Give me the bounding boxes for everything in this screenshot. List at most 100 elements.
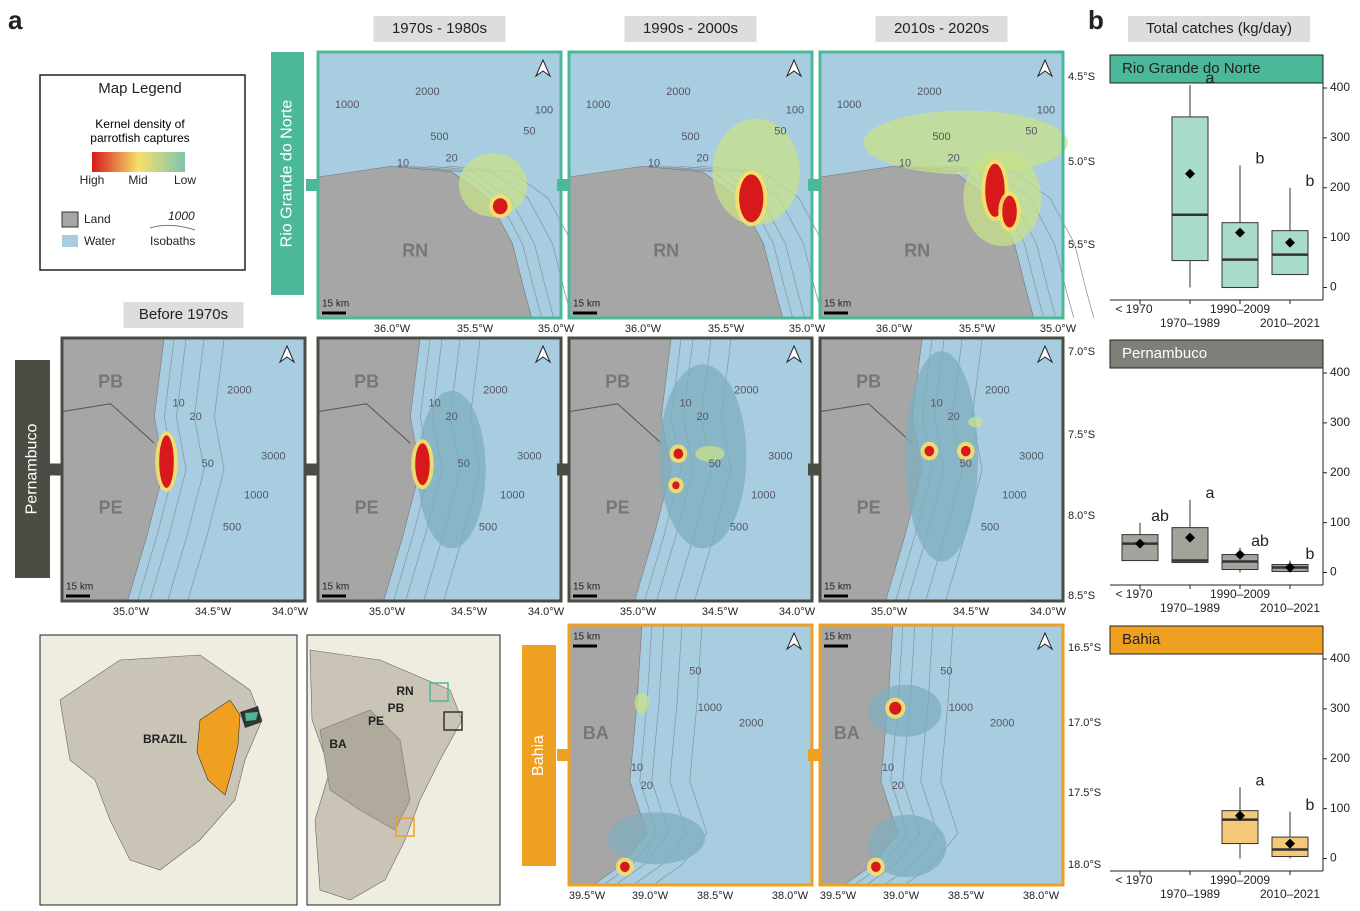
density: [493, 198, 508, 214]
state-label: PB: [354, 371, 379, 391]
lon-label: 38.0°W: [1023, 890, 1060, 902]
contour-label: 10: [429, 398, 441, 410]
contour-label: 1000: [500, 490, 524, 502]
x-tick-label: 1970–1989: [1160, 316, 1220, 330]
density: [864, 111, 1068, 175]
contour-label: 1000: [837, 99, 861, 111]
lat-label: 4.5°S: [1068, 71, 1095, 83]
y-tick-label: 100: [1330, 515, 1350, 529]
density: [159, 435, 174, 488]
scale-label: 15 km: [824, 632, 851, 643]
state-label: PB: [98, 371, 123, 391]
contour-label: 2000: [227, 385, 251, 397]
lon-label: 39.0°W: [883, 890, 920, 902]
region-label: Rio Grande do Norte: [279, 100, 296, 248]
lon-label: 35.0°W: [620, 606, 657, 618]
contour-label: 500: [730, 521, 748, 533]
contour-label: 10: [648, 158, 660, 170]
x-tick-label: 2010–2021: [1260, 887, 1320, 901]
sig-letter: b: [1306, 173, 1315, 190]
connector: [808, 179, 820, 191]
legend-low: Low: [174, 173, 196, 187]
contour-label: 2000: [990, 718, 1014, 730]
contour-label: 500: [681, 131, 699, 143]
connector: [808, 749, 820, 761]
x-tick-label: 1970–1989: [1160, 601, 1220, 615]
contour-label: 20: [697, 152, 709, 164]
y-tick-label: 200: [1330, 465, 1350, 479]
sig-letter: b: [1306, 797, 1315, 814]
connector: [50, 464, 62, 476]
state-label: PE: [99, 498, 123, 518]
x-tick-label: < 1970: [1115, 302, 1152, 316]
legend-isobath-value: 1000: [168, 209, 195, 223]
state-label: PE: [857, 498, 881, 518]
y-tick-label: 100: [1330, 801, 1350, 815]
legend-subtitle: Kernel density of parrotfish captures: [70, 117, 210, 145]
density: [871, 862, 881, 872]
contour-label: 500: [479, 521, 497, 533]
period-header: 1990s - 2000s: [643, 20, 738, 37]
box: [1172, 117, 1208, 261]
contour-label: 50: [1025, 126, 1037, 138]
scale-label: 15 km: [573, 299, 600, 310]
state-label: RN: [402, 240, 428, 260]
lon-label: 35.0°W: [1040, 323, 1077, 335]
contour-label: 1000: [1002, 490, 1026, 502]
contour-label: 10: [680, 398, 692, 410]
density: [968, 417, 983, 428]
lat-label: 5.5°S: [1068, 239, 1095, 251]
lon-label: 36.0°W: [374, 323, 411, 335]
lon-label: 35.0°W: [789, 323, 826, 335]
contour-label: 50: [774, 126, 786, 138]
contour-label: 100: [786, 104, 804, 116]
sig-letter: a: [1256, 772, 1265, 789]
scale-label: 15 km: [824, 299, 851, 310]
y-tick-label: 100: [1330, 230, 1350, 244]
lat-label: 16.5°S: [1068, 642, 1101, 654]
scale-label: 15 km: [573, 632, 600, 643]
lon-label: 35.0°W: [113, 606, 150, 618]
x-tick-label: < 1970: [1115, 587, 1152, 601]
y-tick-label: 0: [1330, 565, 1337, 579]
x-tick-label: 1990–2009: [1210, 302, 1270, 316]
inset-state: BA: [329, 737, 347, 751]
lat-label: 17.5°S: [1068, 787, 1101, 799]
lat-label: 7.5°S: [1068, 429, 1095, 441]
sig-letter: b: [1306, 546, 1315, 563]
lon-label: 39.0°W: [632, 890, 669, 902]
period-header: Before 1970s: [139, 306, 228, 323]
density: [415, 443, 430, 485]
legend-mid: Mid: [128, 173, 147, 187]
y-tick-label: 0: [1330, 280, 1337, 294]
panel-label: b: [1088, 5, 1104, 35]
scale-label: 15 km: [322, 299, 349, 310]
contour-label: 500: [430, 131, 448, 143]
density: [620, 862, 630, 872]
lon-label: 35.5°W: [959, 323, 996, 335]
contour-label: 20: [697, 411, 709, 423]
state-label: PB: [856, 371, 881, 391]
contour-label: 2000: [917, 86, 941, 98]
contour-label: 50: [960, 458, 972, 470]
y-tick-label: 400: [1330, 80, 1350, 94]
density: [924, 446, 934, 457]
density: [739, 174, 763, 222]
contour-label: 50: [202, 458, 214, 470]
sig-letter: b: [1256, 151, 1265, 168]
contour-label: 20: [948, 152, 960, 164]
contour-label: 1000: [698, 702, 722, 714]
y-tick-label: 200: [1330, 180, 1350, 194]
density: [608, 812, 705, 864]
contour-label: 50: [709, 458, 721, 470]
contour-label: 3000: [1019, 450, 1043, 462]
box: [1272, 231, 1308, 275]
bp-region-label: Bahia: [1122, 631, 1161, 648]
contour-label: 50: [458, 458, 470, 470]
state-label: BA: [834, 723, 860, 743]
state-label: PE: [606, 498, 630, 518]
x-tick-label: 1970–1989: [1160, 887, 1220, 901]
inset-state: RN: [396, 684, 413, 698]
density: [889, 702, 901, 715]
contour-label: 20: [892, 780, 904, 792]
